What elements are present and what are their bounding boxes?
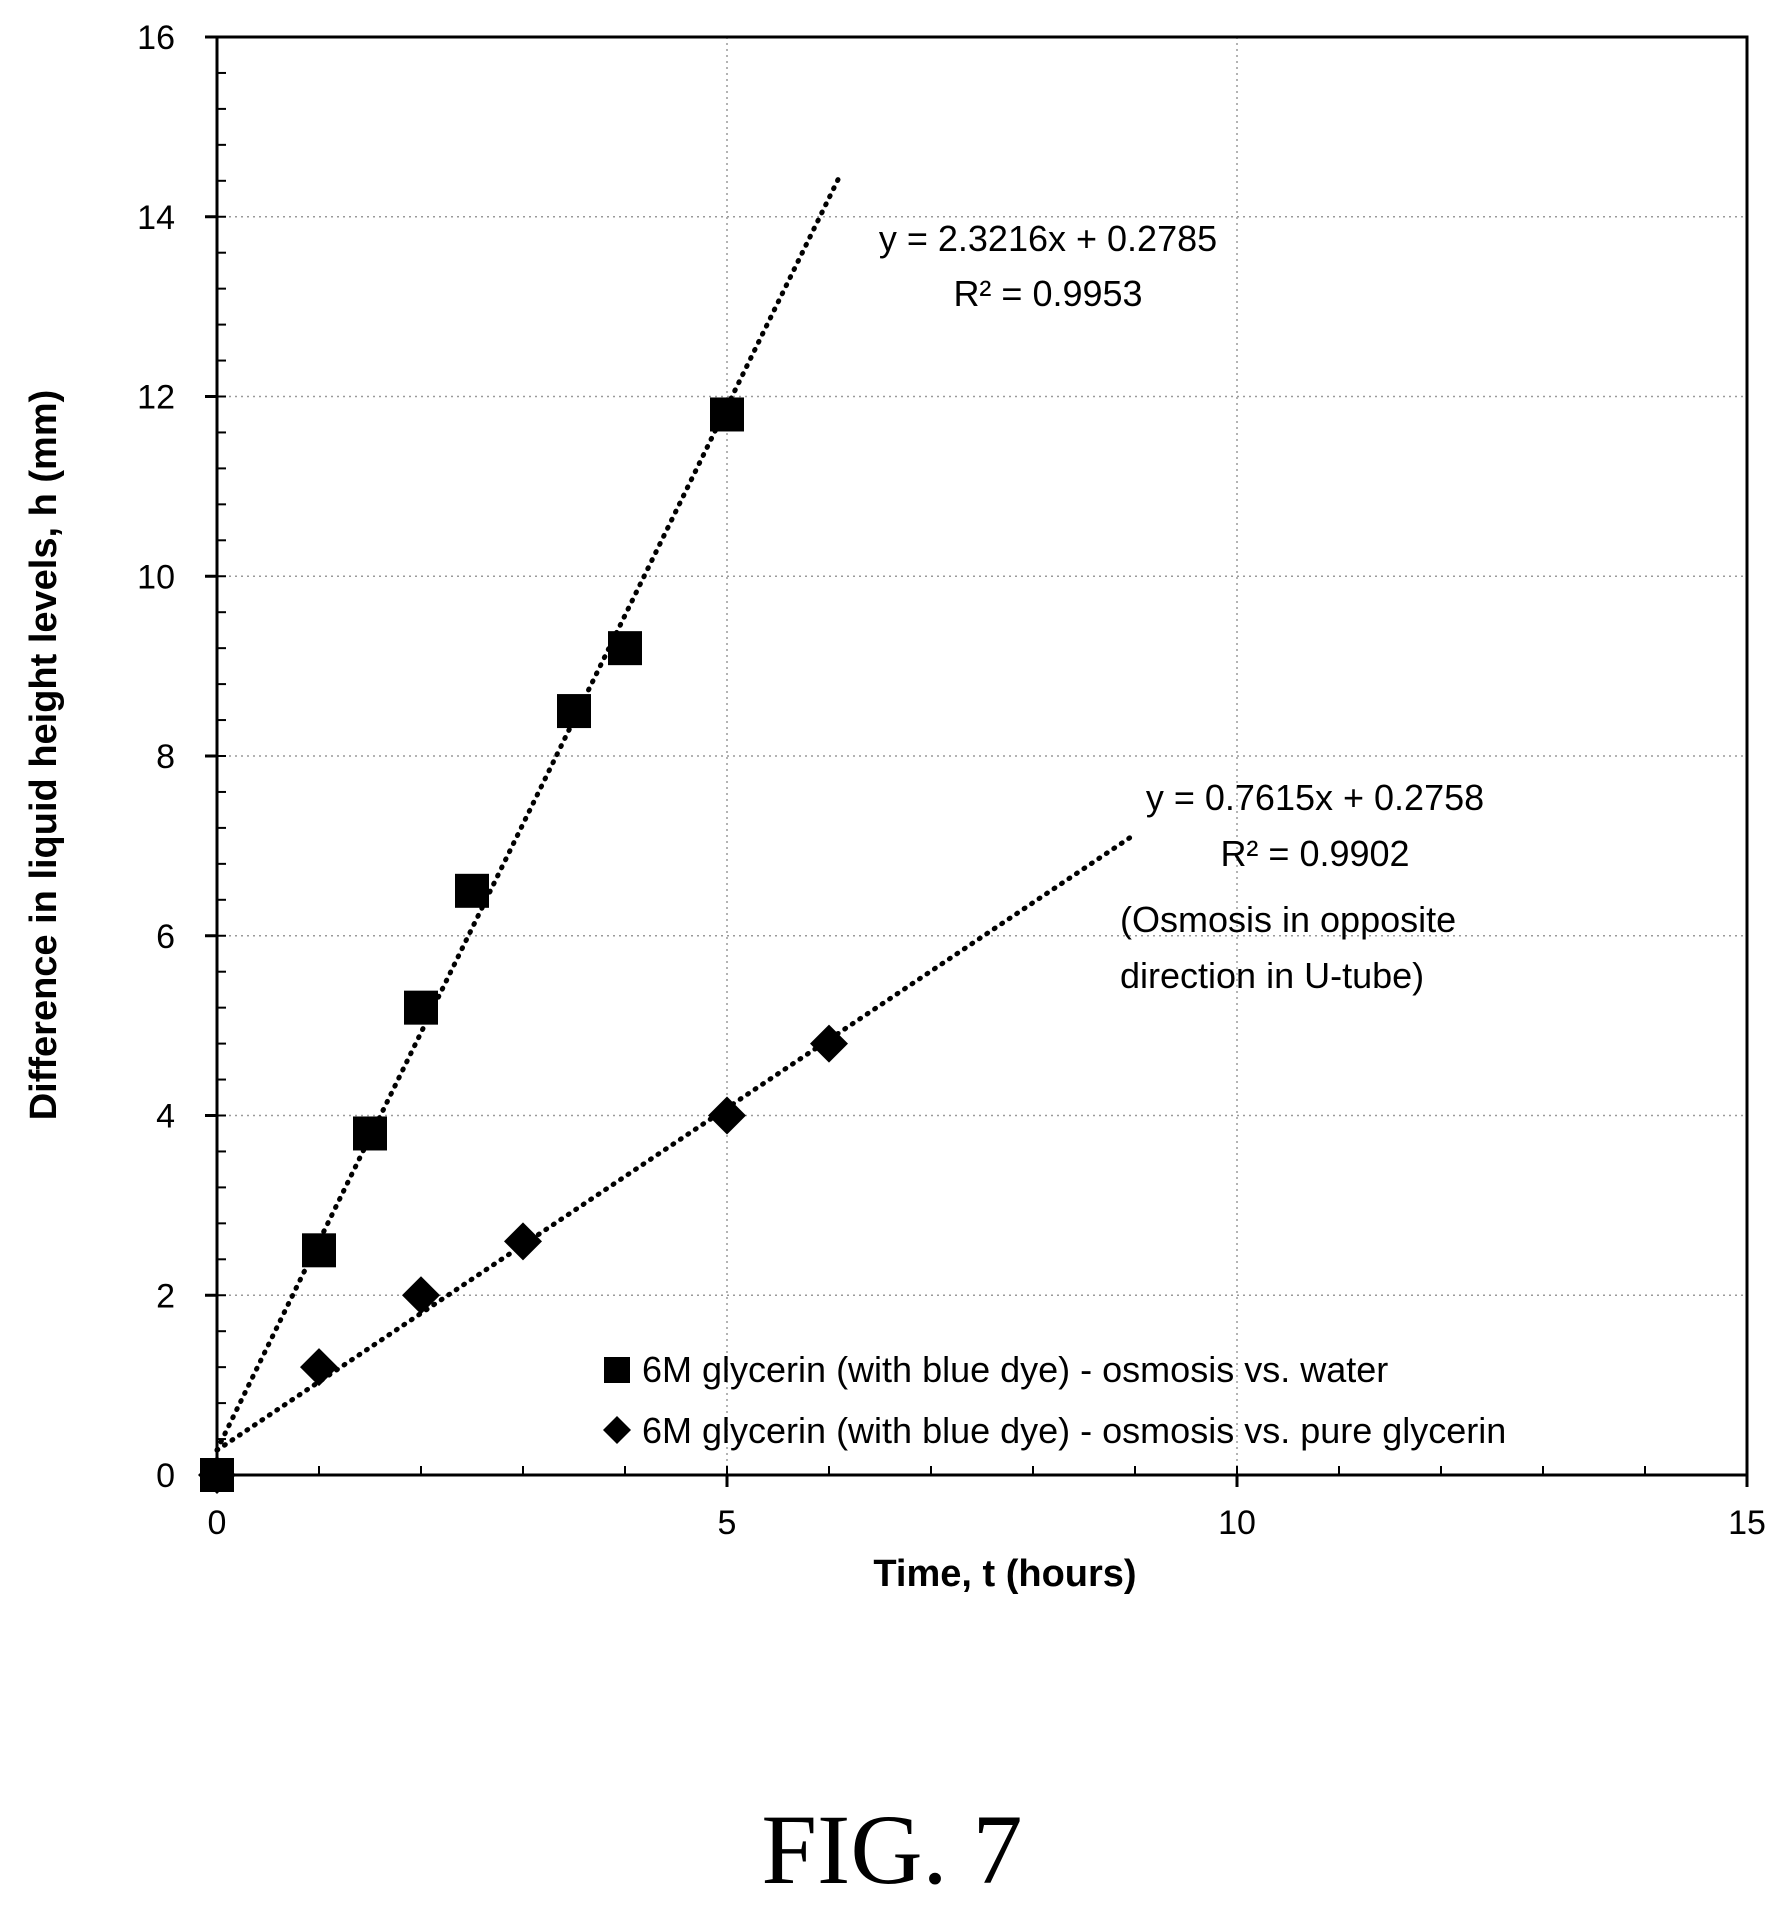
y-tick-label: 0	[156, 1457, 175, 1495]
y-tick-label: 12	[137, 379, 175, 417]
y-tick-label: 8	[156, 738, 175, 776]
data-point-square	[557, 694, 591, 729]
annotation-r2: R² = 0.9902	[1220, 833, 1409, 874]
data-point-diamond	[198, 1456, 236, 1494]
annotation-equation: y = 2.3216x + 0.2785	[879, 218, 1217, 259]
annotation-equation: y = 0.7615x + 0.2758	[1146, 777, 1484, 818]
data-point-diamond	[300, 1348, 338, 1387]
y-tick-label: 6	[156, 918, 175, 956]
trendlines	[214, 174, 1138, 1453]
legend: 6M glycerin (with blue dye) - osmosis vs…	[603, 1349, 1506, 1451]
data-point-square	[404, 990, 438, 1025]
x-tick-label: 0	[208, 1504, 227, 1542]
legend-label: 6M glycerin (with blue dye) - osmosis vs…	[642, 1410, 1506, 1451]
legend-marker-diamond	[603, 1416, 631, 1444]
trendline-annotation-water: y = 2.3216x + 0.2785 R² = 0.9953	[879, 218, 1217, 314]
figure-caption: FIG. 7	[761, 1794, 1023, 1905]
y-axis-title: Difference in liquid height levels, h (m…	[23, 390, 65, 1121]
data-point-diamond	[504, 1222, 542, 1261]
annotation-note: (Osmosis in opposite	[1120, 899, 1456, 940]
data-point-diamond	[708, 1096, 746, 1135]
x-tick-label: 15	[1728, 1504, 1766, 1542]
data-point-square	[455, 873, 489, 908]
x-axis-title: Time, t (hours)	[873, 1553, 1136, 1595]
y-tick-label: 16	[137, 19, 175, 57]
legend-marker-square	[604, 1357, 630, 1383]
data-point-diamond	[402, 1276, 440, 1315]
y-tick-label: 2	[156, 1277, 175, 1315]
x-tick-label: 10	[1218, 1504, 1256, 1542]
annotation-note: direction in U-tube)	[1120, 955, 1424, 996]
trendline-series-2	[214, 831, 1138, 1453]
data-point-square	[353, 1116, 387, 1151]
x-tick-label: 5	[718, 1504, 737, 1542]
trendline-annotation-glycerin: y = 0.7615x + 0.2758 R² = 0.9902 (Osmosi…	[1120, 777, 1484, 996]
data-point-diamond	[810, 1024, 848, 1063]
annotation-r2: R² = 0.9953	[953, 273, 1142, 314]
y-tick-label: 14	[137, 199, 175, 237]
y-tick-label: 4	[156, 1098, 175, 1136]
legend-label: 6M glycerin (with blue dye) - osmosis vs…	[642, 1349, 1388, 1390]
data-point-square	[302, 1233, 336, 1268]
data-points	[198, 397, 848, 1494]
data-point-square	[608, 631, 642, 666]
y-tick-label: 10	[137, 558, 175, 596]
data-point-square	[710, 397, 744, 432]
